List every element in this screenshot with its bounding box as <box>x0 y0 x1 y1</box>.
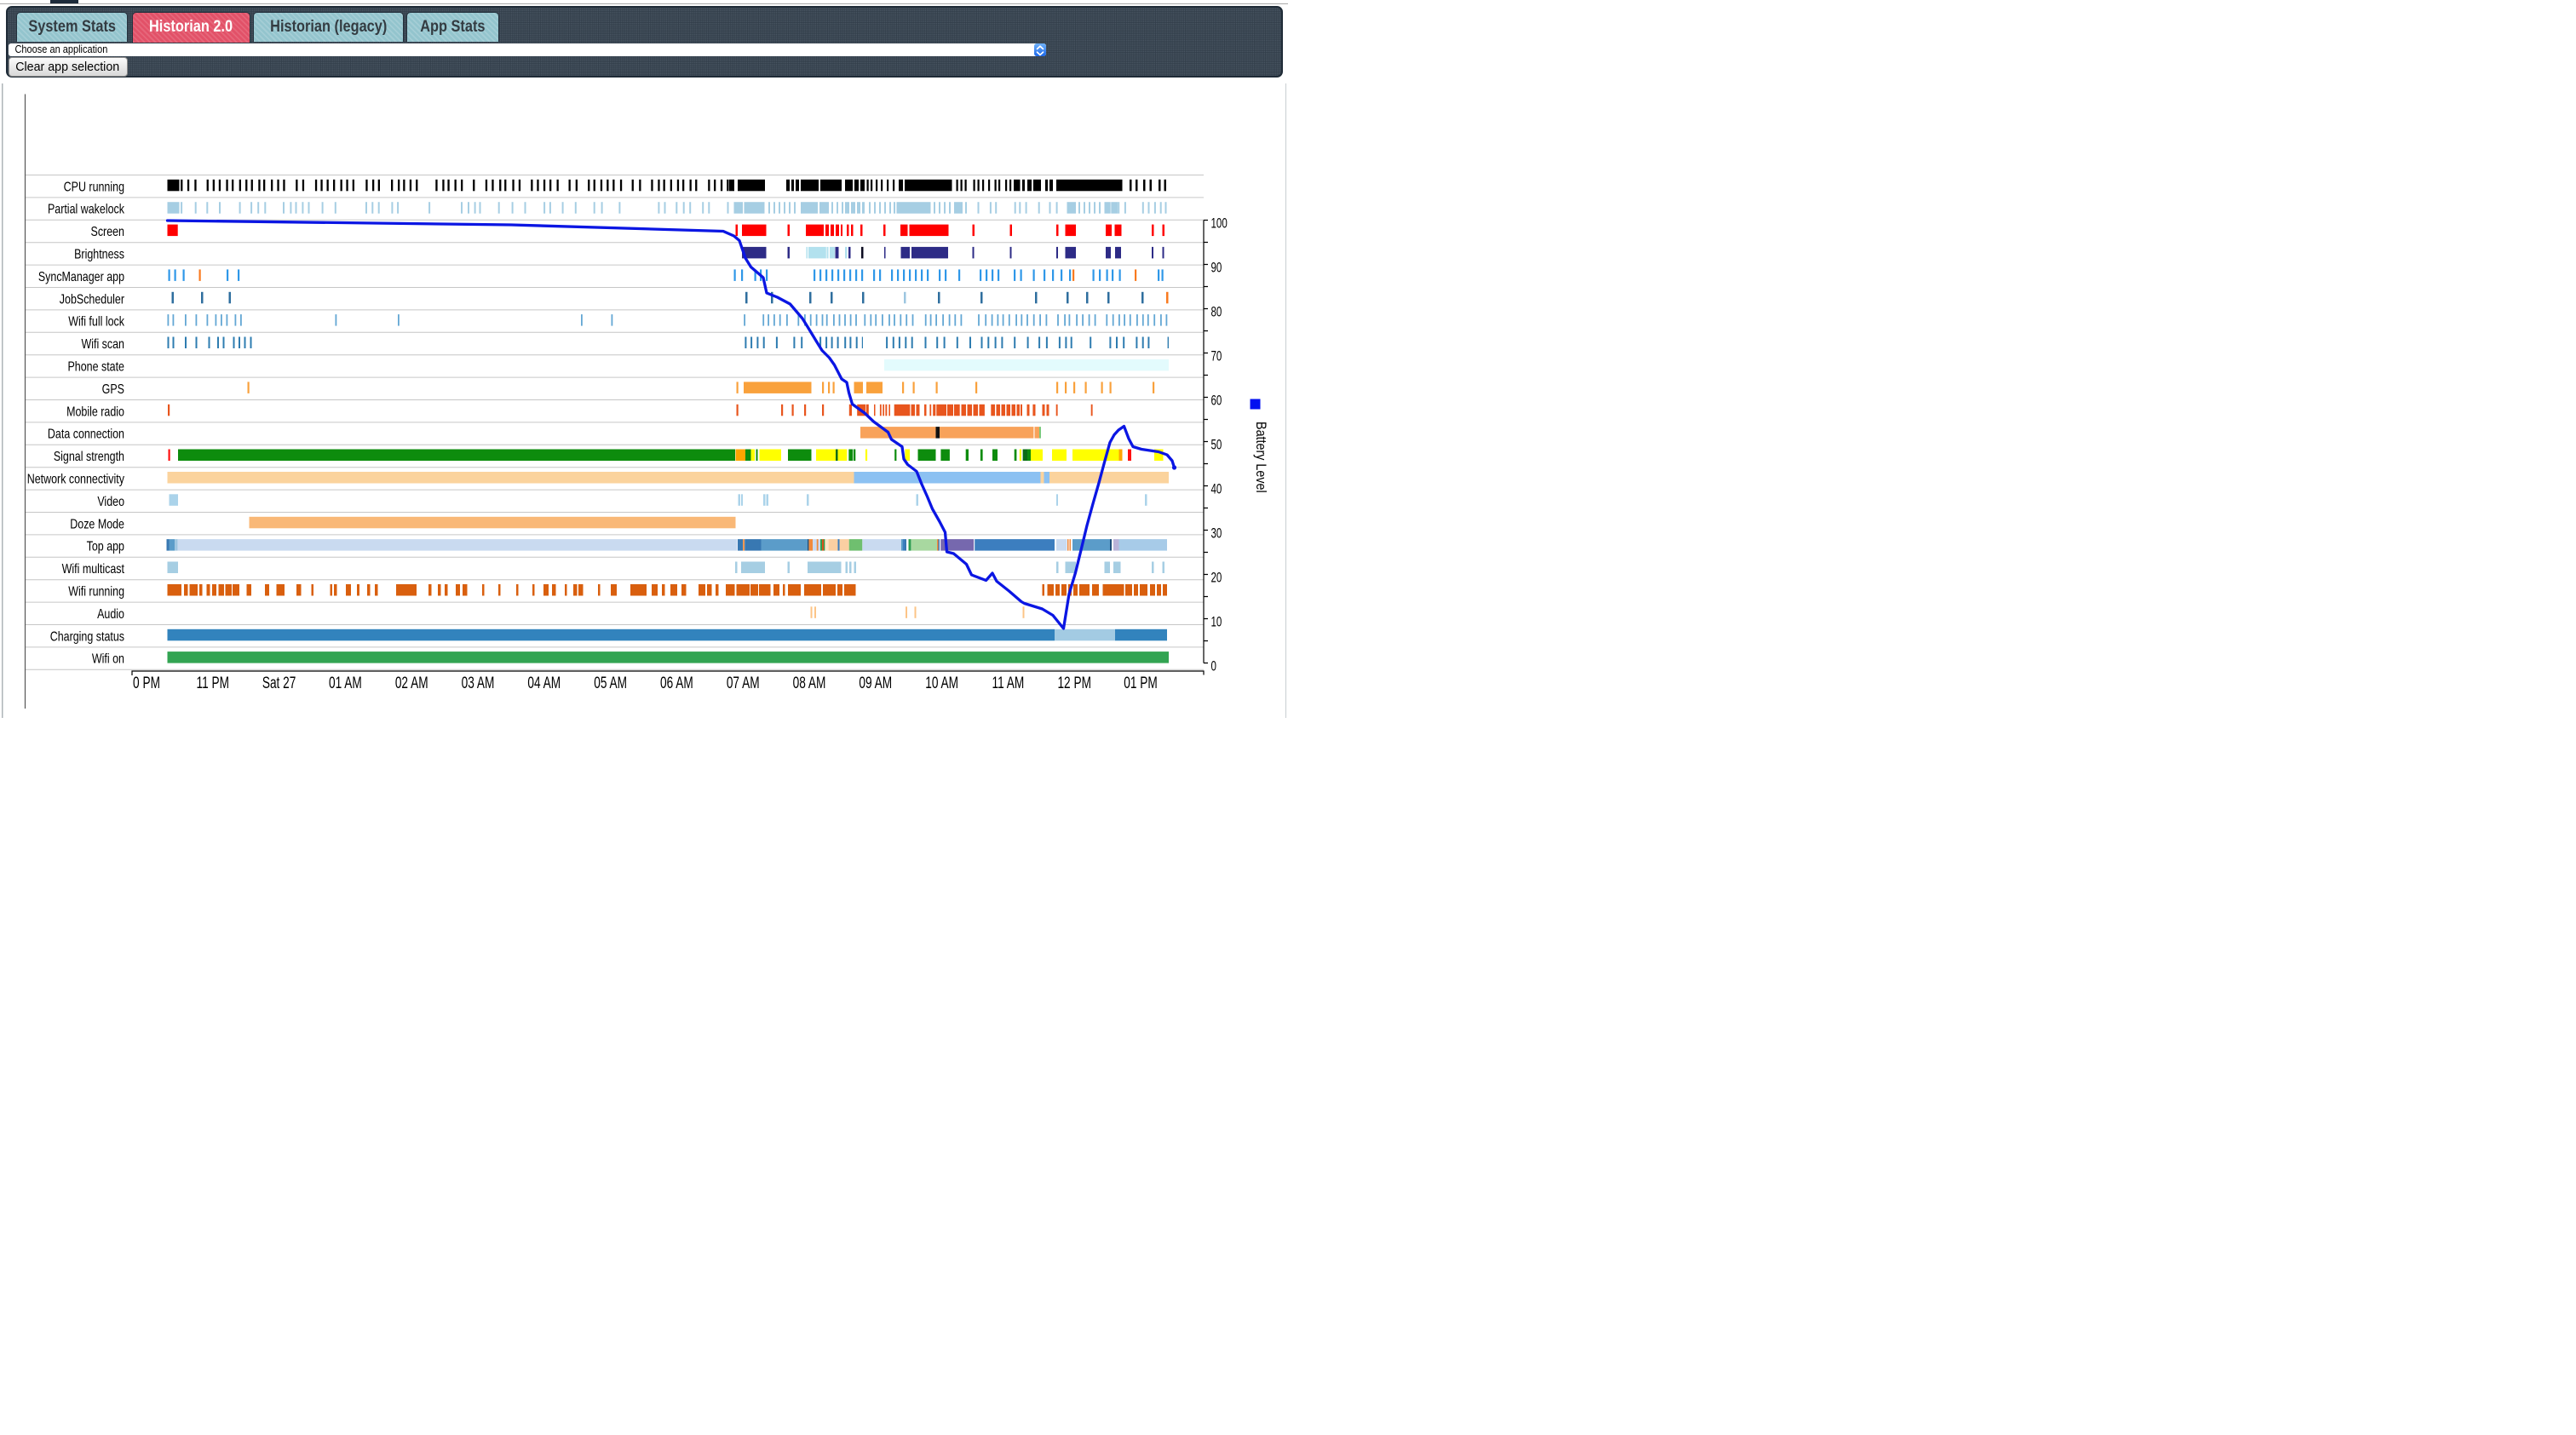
svg-text:Partial wakelock: Partial wakelock <box>48 202 125 217</box>
svg-text:90: 90 <box>1211 260 1222 276</box>
svg-text:CPU running: CPU running <box>64 180 124 195</box>
svg-text:70: 70 <box>1211 348 1222 364</box>
svg-text:Doze Mode: Doze Mode <box>70 517 124 532</box>
svg-text:Wifi on: Wifi on <box>92 651 124 667</box>
svg-text:60: 60 <box>1211 393 1222 409</box>
svg-text:40: 40 <box>1211 481 1222 497</box>
svg-text:12 PM: 12 PM <box>1057 674 1091 692</box>
svg-text:Wifi scan: Wifi scan <box>81 337 124 353</box>
svg-text:80: 80 <box>1211 304 1222 320</box>
svg-text:04 AM: 04 AM <box>527 674 561 692</box>
svg-text:Wifi full lock: Wifi full lock <box>68 314 125 330</box>
svg-text:01 PM: 01 PM <box>1124 674 1158 692</box>
svg-text:01 AM: 01 AM <box>329 674 362 692</box>
svg-text:SyncManager app: SyncManager app <box>38 270 124 285</box>
svg-text:50: 50 <box>1211 437 1222 453</box>
svg-text:09 AM: 09 AM <box>859 674 892 692</box>
svg-text:02 AM: 02 AM <box>395 674 428 692</box>
svg-text:Mobile radio: Mobile radio <box>66 405 124 420</box>
svg-text:JobScheduler: JobScheduler <box>60 292 124 307</box>
svg-text:Network connectivity: Network connectivity <box>27 472 125 487</box>
svg-text:Wifi multicast: Wifi multicast <box>62 562 124 577</box>
svg-text:05 AM: 05 AM <box>594 674 627 692</box>
svg-text:03 AM: 03 AM <box>462 674 495 692</box>
svg-text:Charging status: Charging status <box>50 629 124 645</box>
svg-text:Signal strength: Signal strength <box>54 450 124 465</box>
svg-text:Top app: Top app <box>87 539 124 554</box>
svg-text:0: 0 <box>1211 658 1216 674</box>
svg-text:Sat 27: Sat 27 <box>262 674 296 692</box>
svg-text:Audio: Audio <box>97 607 124 623</box>
svg-text:Wifi running: Wifi running <box>68 584 124 600</box>
svg-text:GPS: GPS <box>102 382 124 398</box>
svg-text:30: 30 <box>1211 525 1222 542</box>
svg-text:11 PM: 11 PM <box>197 674 230 692</box>
svg-text:100: 100 <box>1211 215 1228 232</box>
svg-text:08 AM: 08 AM <box>793 674 826 692</box>
svg-text:Data connection: Data connection <box>48 427 124 442</box>
svg-text:20: 20 <box>1211 570 1222 586</box>
svg-text:10: 10 <box>1211 614 1222 630</box>
svg-text:10 AM: 10 AM <box>925 674 958 692</box>
svg-text:Battery Level: Battery Level <box>1253 422 1268 493</box>
svg-text:Phone state: Phone state <box>67 359 124 375</box>
svg-text:06 AM: 06 AM <box>660 674 693 692</box>
svg-text:0 PM: 0 PM <box>133 674 160 692</box>
svg-text:Brightness: Brightness <box>74 247 124 262</box>
svg-text:07 AM: 07 AM <box>727 674 760 692</box>
svg-text:11 AM: 11 AM <box>992 674 1025 692</box>
svg-text:Video: Video <box>97 495 124 510</box>
svg-text:Screen: Screen <box>91 225 125 240</box>
